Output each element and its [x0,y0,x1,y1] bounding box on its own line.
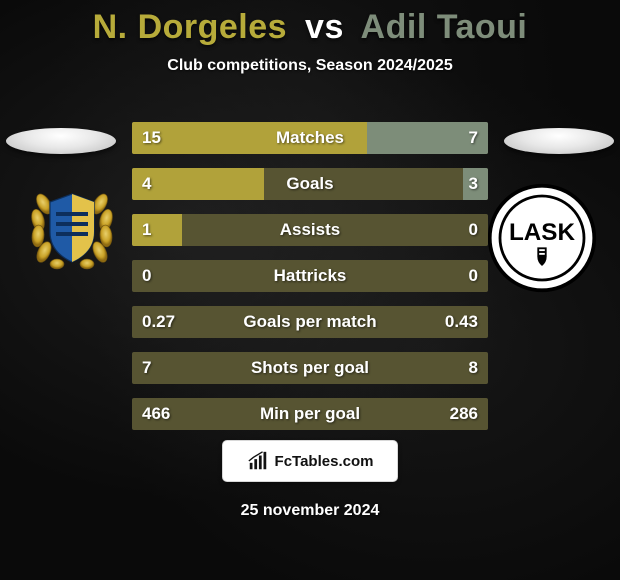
crest-left-svg [22,174,122,274]
brand-logo-icon [247,450,269,472]
brand-text: FcTables.com [275,453,374,470]
stat-row: 78Shots per goal [132,352,488,384]
stat-label: Shots per goal [132,352,488,384]
club-crest-left [22,174,122,274]
svg-text:LASK: LASK [509,219,576,246]
title-player1: N. Dorgeles [93,8,287,46]
stat-row: 466286Min per goal [132,398,488,430]
stat-label: Matches [132,122,488,154]
page-title: N. Dorgeles vs Adil Taoui [93,8,528,47]
title-vs: vs [305,8,344,46]
brand-pill[interactable]: FcTables.com [222,440,398,482]
stat-label: Hattricks [132,260,488,292]
stat-label: Goals per match [132,306,488,338]
stat-label: Min per goal [132,398,488,430]
stats-block: 157Matches 43Goals 10Assists 00Hattricks 0.2… [132,122,488,444]
footer-date: 25 november 2024 [0,502,620,520]
crest-right-svg: LASK [486,182,598,294]
stat-row: 0.270.43Goals per match [132,306,488,338]
stat-row: 00Hattricks [132,260,488,292]
title-player2: Adil Taoui [361,8,528,46]
player2-portrait-placeholder [504,128,614,154]
content-root: N. Dorgeles vs Adil Taoui Club competiti… [0,0,620,580]
stat-row: 43Goals [132,168,488,200]
club-crest-right: LASK [486,182,598,294]
player1-portrait-placeholder [6,128,116,154]
subtitle: Club competitions, Season 2024/2025 [167,57,452,75]
stat-row: 10Assists [132,214,488,246]
stat-label: Goals [132,168,488,200]
stat-row: 157Matches [132,122,488,154]
stat-label: Assists [132,214,488,246]
